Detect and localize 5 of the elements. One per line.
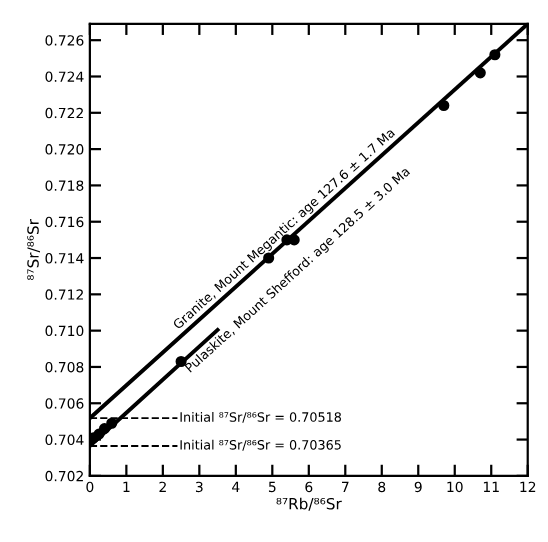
point: [489, 49, 501, 61]
point: [98, 423, 111, 435]
point: [474, 67, 486, 79]
point: [438, 99, 450, 112]
point: [106, 417, 118, 429]
